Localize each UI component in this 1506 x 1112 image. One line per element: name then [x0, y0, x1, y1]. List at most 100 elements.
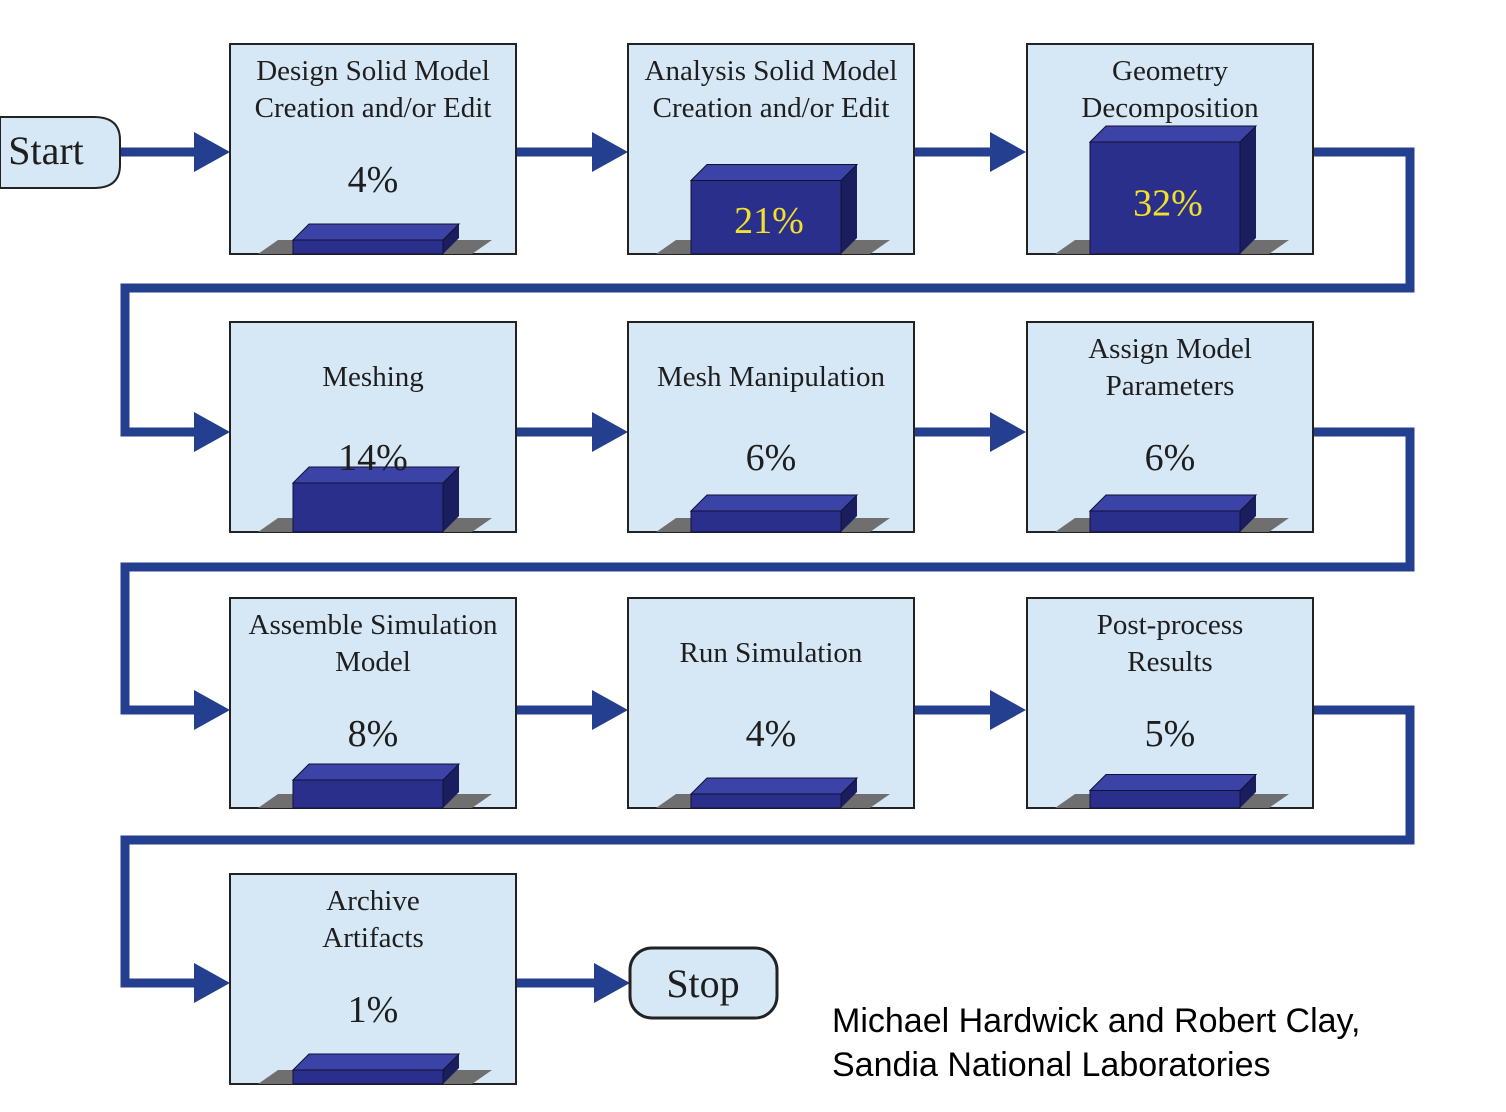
stage-box: Meshing 14%	[229, 321, 517, 533]
stage-title-line: Design Solid Model	[256, 55, 490, 87]
percent-bar-top	[291, 1053, 461, 1071]
arrowhead	[194, 963, 230, 1003]
percent-bar-side	[1240, 495, 1256, 532]
stage-box: Mesh Manipulation 6%	[627, 321, 915, 533]
stage-box: Analysis Solid Model Creation and/or Edit…	[627, 43, 915, 255]
percent-bar-side	[1240, 126, 1256, 254]
percent-bar-side	[443, 1054, 459, 1084]
stage-box: Archive Artifacts 1%	[229, 873, 517, 1085]
percent-bar	[291, 466, 461, 533]
percent-bar-top	[1088, 125, 1258, 143]
stage-box: Geometry Decomposition 32%	[1026, 43, 1314, 255]
stage-percent: 4%	[746, 713, 797, 755]
arrowhead	[594, 963, 630, 1003]
stage-percent: 1%	[348, 989, 399, 1031]
percent-bar-top	[291, 763, 461, 781]
percent-bar-side	[841, 164, 857, 254]
percent-bar	[689, 164, 859, 255]
percent-bar-side	[841, 495, 857, 532]
percent-bar-front	[292, 239, 444, 255]
stage-box: Run Simulation 4%	[627, 597, 915, 809]
stage-percent: 32%	[1133, 183, 1203, 225]
percent-bar	[291, 1053, 461, 1085]
flow-wrap-connector	[120, 705, 1415, 988]
stage-title-line: Analysis Solid Model	[645, 55, 898, 87]
percent-bar	[689, 777, 859, 809]
stage-box: Design Solid Model Creation and/or Edit 4%	[229, 43, 517, 255]
stage-box: Assign Model Parameters 6%	[1026, 321, 1314, 533]
percent-bar	[689, 494, 859, 533]
start-terminal: Start	[0, 116, 121, 189]
credit: Michael Hardwick and Robert Clay, Sandia…	[832, 1002, 1360, 1084]
stage-percent: 8%	[348, 713, 399, 755]
stage-title-line: Artifacts	[322, 922, 423, 954]
stage-title-line: Run Simulation	[680, 637, 863, 669]
start-label: Start	[8, 128, 84, 173]
stage-box: Assemble Simulation Model 8%	[229, 597, 517, 809]
percent-bar-front	[1089, 510, 1241, 533]
arrowhead	[990, 132, 1026, 172]
credit-line-2: Sandia National Laboratories	[832, 1046, 1271, 1084]
percent-bar-front	[1089, 141, 1241, 255]
percent-bar-front	[292, 482, 444, 533]
percent-bar-front	[690, 510, 842, 533]
arrowhead	[592, 690, 628, 730]
percent-bar	[291, 223, 461, 255]
stop-terminal: Stop	[628, 946, 779, 1020]
stage-percent: 6%	[746, 437, 797, 479]
percent-bar-top	[689, 777, 859, 795]
percent-bar-side	[443, 224, 459, 254]
percent-bar-top	[1088, 494, 1258, 512]
percent-bar-top	[689, 164, 859, 181]
percent-bar	[1088, 494, 1258, 533]
percent-bar-top	[291, 223, 461, 241]
percent-bar-side	[841, 778, 857, 808]
percent-bar	[291, 763, 461, 809]
stage-box-frame	[229, 43, 517, 255]
credit-line-1: Michael Hardwick and Robert Clay,	[832, 1002, 1360, 1040]
stage-percent: 4%	[348, 159, 399, 201]
stage-title-line: Creation and/or Edit	[255, 92, 492, 124]
stage-box-frame	[627, 597, 915, 809]
stage-boxes: Design Solid Model Creation and/or Edit 4%…	[229, 43, 1314, 1085]
stage-percent: 21%	[734, 200, 804, 242]
stage-title-line: Meshing	[322, 361, 424, 393]
stage-title-line: Model	[335, 646, 411, 678]
stage-percent: 6%	[1145, 437, 1196, 479]
percent-bar-front	[690, 180, 842, 255]
stage-title-line: Creation and/or Edit	[653, 92, 890, 124]
flow-connectors	[120, 132, 1415, 1003]
arrowhead	[194, 412, 230, 452]
stage-box-frame	[229, 873, 517, 1085]
percent-bar-side	[443, 467, 459, 532]
percent-bar-top	[689, 494, 859, 512]
arrowhead	[194, 132, 230, 172]
percent-bar	[1088, 125, 1258, 255]
percent-bar-top	[1088, 774, 1258, 791]
stage-percent: 14%	[338, 437, 408, 479]
flow-wrap-connector	[120, 427, 1415, 715]
percent-bar	[1088, 774, 1258, 809]
stage-box: Post-process Results 5%	[1026, 597, 1314, 809]
stage-title-line: Post-process	[1097, 609, 1244, 641]
stage-title-line: Assemble Simulation	[249, 609, 498, 641]
stage-title-line: Results	[1127, 646, 1212, 678]
flow-wrap-connector	[120, 147, 1415, 437]
percent-bar-front	[690, 793, 842, 809]
stage-title-line: Decomposition	[1081, 92, 1259, 124]
percent-bar-front	[1089, 790, 1241, 809]
stop-label: Stop	[666, 961, 739, 1006]
stage-title-line: Geometry	[1112, 55, 1228, 87]
arrowhead	[990, 690, 1026, 730]
percent-bar-side	[1240, 774, 1256, 808]
percent-bar-front	[292, 779, 444, 809]
percent-bar-side	[443, 764, 459, 808]
stage-percent: 5%	[1145, 713, 1196, 755]
stage-title-line: Mesh Manipulation	[657, 361, 885, 393]
arrowhead	[592, 132, 628, 172]
stage-title-line: Archive	[326, 885, 419, 917]
stage-title-line: Assign Model	[1088, 333, 1252, 365]
arrowhead	[194, 690, 230, 730]
percent-bar-front	[292, 1069, 444, 1085]
